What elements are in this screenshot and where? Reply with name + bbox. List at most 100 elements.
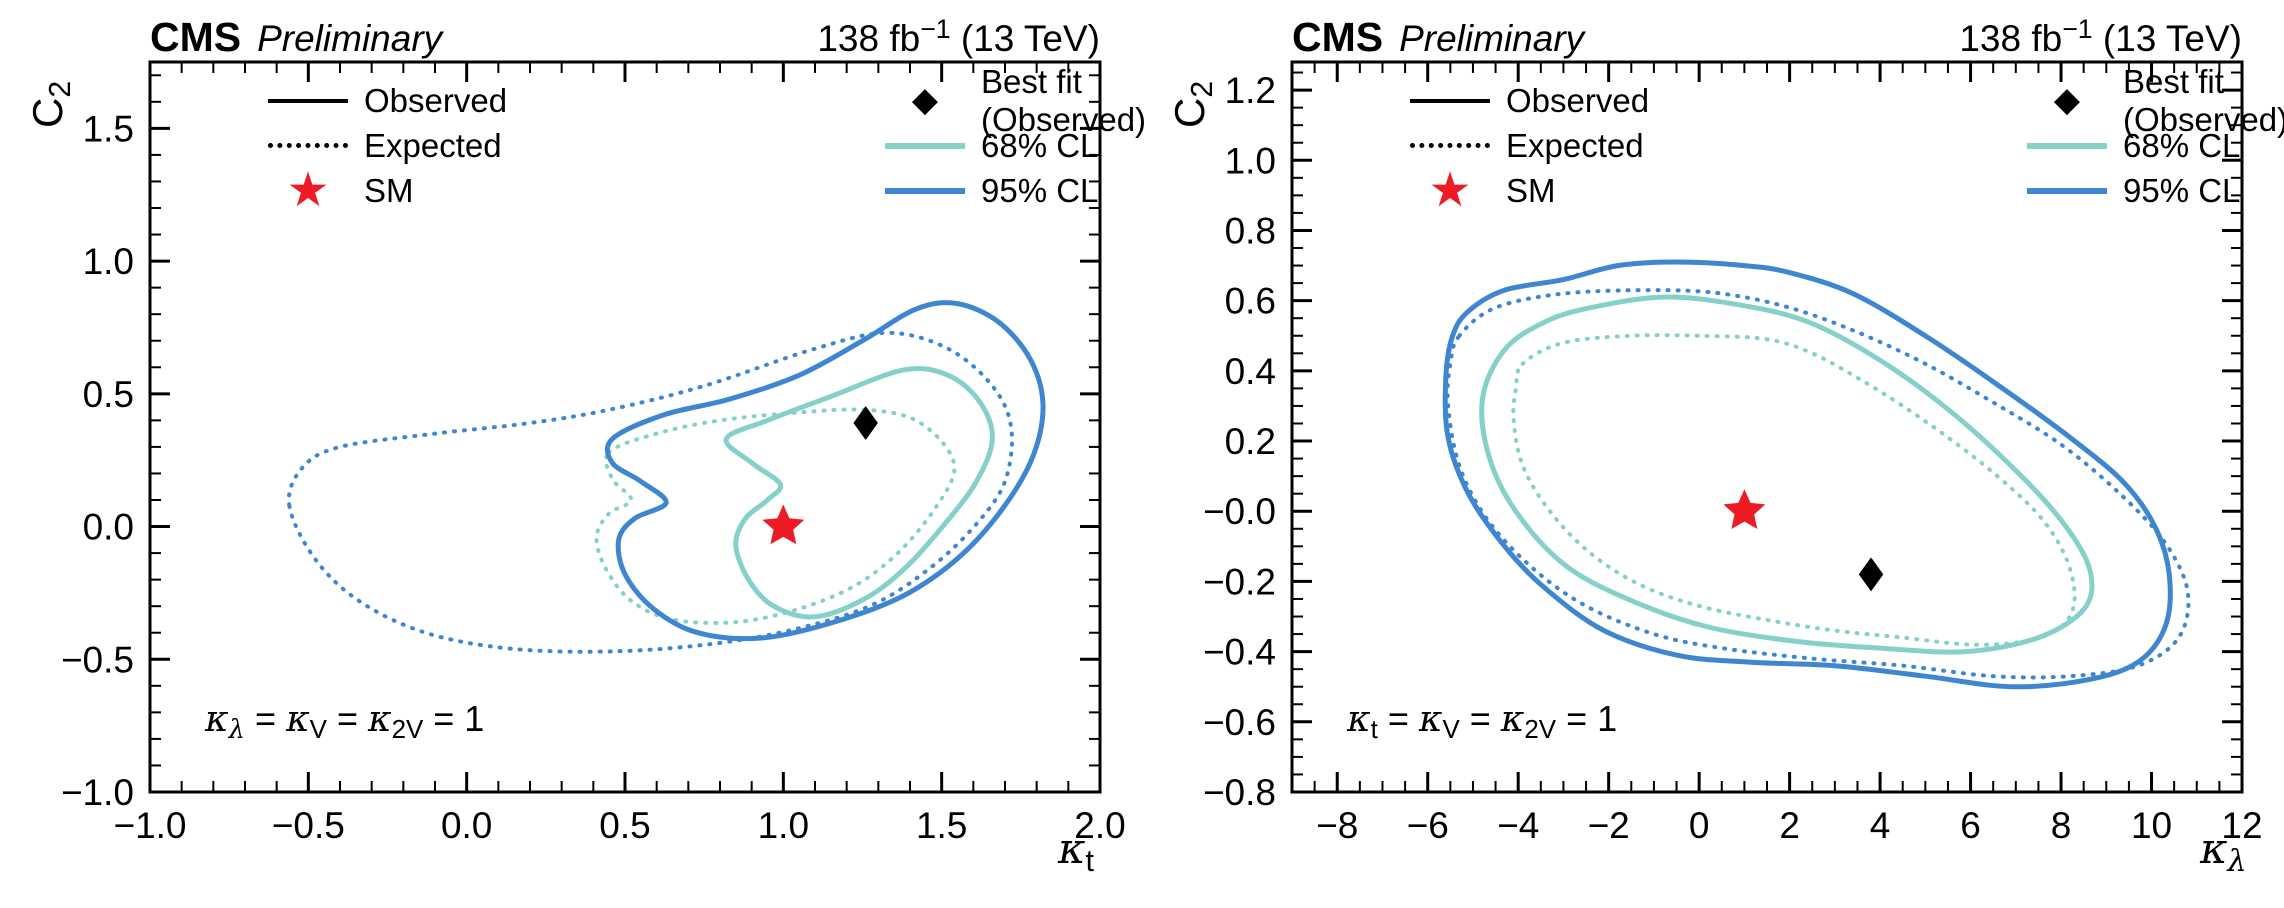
preliminary-label: Preliminary: [257, 18, 443, 59]
panel-right: −8 −6 −4 −2 0 2 4 6 8 10 12 −0.8 −0.6 −0.4 −0.2 −0.0 0.2…: [1142, 0, 2284, 908]
svg-text:1.5: 1.5: [83, 108, 134, 149]
svg-text:12: 12: [2221, 805, 2262, 846]
legend-item-95cl: 95% CL: [2027, 168, 2284, 213]
svg-text:1.2: 1.2: [1225, 70, 1276, 111]
lumi-label: 138 fb−1 (13 TeV): [1959, 13, 2242, 59]
svg-text:4: 4: [1870, 805, 1891, 846]
svg-text:0.0: 0.0: [441, 805, 492, 846]
contour-68-expected: [594, 407, 957, 625]
svg-text:1.0: 1.0: [83, 241, 134, 282]
svg-text:−6: −6: [1407, 805, 1449, 846]
preliminary-label: Preliminary: [1399, 18, 1585, 59]
cms-label: CMS: [150, 14, 242, 60]
svg-text:−4: −4: [1497, 805, 1539, 846]
svg-text:0.0: 0.0: [83, 507, 134, 548]
svg-text:0: 0: [1689, 805, 1710, 846]
legend-item-68cl: 68% CL: [2027, 123, 2284, 168]
svg-text:−0.5: −0.5: [61, 639, 134, 680]
contour-95-observed: [604, 300, 1046, 642]
svg-text:−0.2: −0.2: [1203, 561, 1276, 602]
legend-label: SM: [1506, 171, 1556, 209]
axis-ticks: [1292, 62, 2244, 794]
x-axis-title: κλ: [2200, 824, 2247, 880]
legend-item-observed: Observed: [268, 78, 885, 123]
95cl-line-icon: [885, 168, 965, 213]
marker-sm-star: [762, 504, 805, 545]
lumi-label: 138 fb−1 (13 TeV): [817, 13, 1100, 59]
svg-text:0.2: 0.2: [1225, 421, 1276, 462]
contour-95-observed: [1442, 259, 2173, 690]
cms-label: CMS: [1292, 14, 1384, 60]
legend-label: Best fit (Observed): [981, 62, 1147, 138]
svg-text:0.5: 0.5: [599, 805, 650, 846]
legend-item-best-fit: ◆ Best fit (Observed): [885, 63, 1146, 138]
svg-text:8: 8: [2051, 805, 2072, 846]
legend-label: Expected: [364, 126, 502, 164]
svg-text:0.6: 0.6: [1225, 281, 1276, 322]
header-left: CMS Preliminary: [1292, 14, 1584, 61]
svg-text:−0.4: −0.4: [1203, 632, 1276, 673]
legend-label: 95% CL: [2123, 171, 2241, 209]
panel-left: −1.0 −0.5 0.0 0.5 1.0 1.5 2.0 −1.0 −0.5 0.0 0.5 1.0…: [24, 13, 1146, 879]
sm-star-icon: ★: [286, 164, 330, 217]
contour-68-observed: [723, 366, 995, 620]
svg-text:6: 6: [1960, 805, 1981, 846]
legend: Observed Expected ★ SM ◆ Best fit (Obser…: [1410, 63, 2284, 217]
best-fit-diamond-icon: ◆: [911, 81, 939, 119]
svg-text:1.5: 1.5: [916, 805, 967, 846]
95cl-line-icon: [2027, 168, 2107, 213]
svg-text:10: 10: [2131, 805, 2172, 846]
constraint-annotation: κt = κV = κ2V = 1: [1347, 698, 1618, 745]
x-axis-title: κt: [1058, 824, 1094, 879]
tick-labels: −8 −6 −4 −2 0 2 4 6 8 10 12 −0.8 −0.6 −0.4 −0.2 −0.0 0.2…: [1203, 70, 2263, 846]
solid-line-icon: [268, 78, 348, 123]
dotted-line-icon: [268, 123, 348, 168]
svg-text:−0.0: −0.0: [1203, 491, 1276, 532]
marker-sm-star: [1723, 489, 1766, 529]
legend-item-sm: ★ SM: [268, 164, 885, 217]
svg-text:0.5: 0.5: [83, 374, 134, 415]
marker-best-fit-diamond: [853, 406, 878, 441]
dotted-line-icon: [1410, 123, 1490, 168]
sm-star-icon: ★: [1428, 164, 1472, 217]
legend-label: Best fit (Observed): [2123, 62, 2284, 138]
svg-text:−1.0: −1.0: [113, 805, 186, 846]
68cl-line-icon: [885, 123, 965, 168]
legend-label: Observed: [364, 81, 508, 119]
legend-label: 95% CL: [981, 171, 1099, 209]
best-fit-diamond-icon: ◆: [2053, 81, 2081, 119]
svg-text:1.0: 1.0: [1225, 140, 1276, 181]
legend: Observed Expected ★ SM ◆ Best fit (Obser…: [268, 63, 1146, 217]
contour-95-expected: [1445, 288, 2191, 680]
solid-line-icon: [1410, 78, 1490, 123]
legend-label: Expected: [1506, 126, 1644, 164]
svg-text:2.0: 2.0: [1074, 805, 1125, 846]
legend-item-observed: Observed: [1410, 78, 2027, 123]
tick-labels: −1.0 −0.5 0.0 0.5 1.0 1.5 2.0 −1.0 −0.5 0.0 0.5 1.0…: [61, 108, 1126, 846]
legend-item-expected: Expected: [268, 123, 885, 168]
plot-canvas-right: −8 −6 −4 −2 0 2 4 6 8 10 12 −0.8 −0.6 −0.4 −0.2 −0.0 0.2…: [1203, 60, 2263, 846]
legend-item-sm: ★ SM: [1410, 164, 2027, 217]
svg-text:−0.8: −0.8: [1203, 772, 1276, 813]
constraint-annotation: κλ = κV = κ2V = 1: [205, 698, 485, 746]
legend-label: SM: [364, 171, 414, 209]
svg-text:−0.5: −0.5: [272, 805, 345, 846]
contour-68-observed: [1479, 294, 2095, 655]
y-axis-title: C2: [24, 80, 78, 128]
legend-label: 68% CL: [2123, 126, 2241, 164]
contour-95-expected: [286, 330, 1015, 654]
svg-text:1.0: 1.0: [758, 805, 809, 846]
svg-text:0.4: 0.4: [1225, 351, 1276, 392]
plot-canvas-left: −1.0 −0.5 0.0 0.5 1.0 1.5 2.0 −1.0 −0.5 0.0 0.5 1.0…: [61, 60, 1126, 846]
svg-text:−1.0: −1.0: [61, 772, 134, 813]
legend-item-expected: Expected: [1410, 123, 2027, 168]
svg-text:−0.6: −0.6: [1203, 702, 1276, 743]
svg-text:0.8: 0.8: [1225, 210, 1276, 251]
svg-text:2: 2: [1779, 805, 1800, 846]
header-left: CMS Preliminary: [150, 14, 442, 61]
legend-item-68cl: 68% CL: [885, 123, 1146, 168]
legend-item-95cl: 95% CL: [885, 168, 1146, 213]
68cl-line-icon: [2027, 123, 2107, 168]
legend-item-best-fit: ◆ Best fit (Observed): [2027, 63, 2284, 138]
legend-label: Observed: [1506, 81, 1650, 119]
